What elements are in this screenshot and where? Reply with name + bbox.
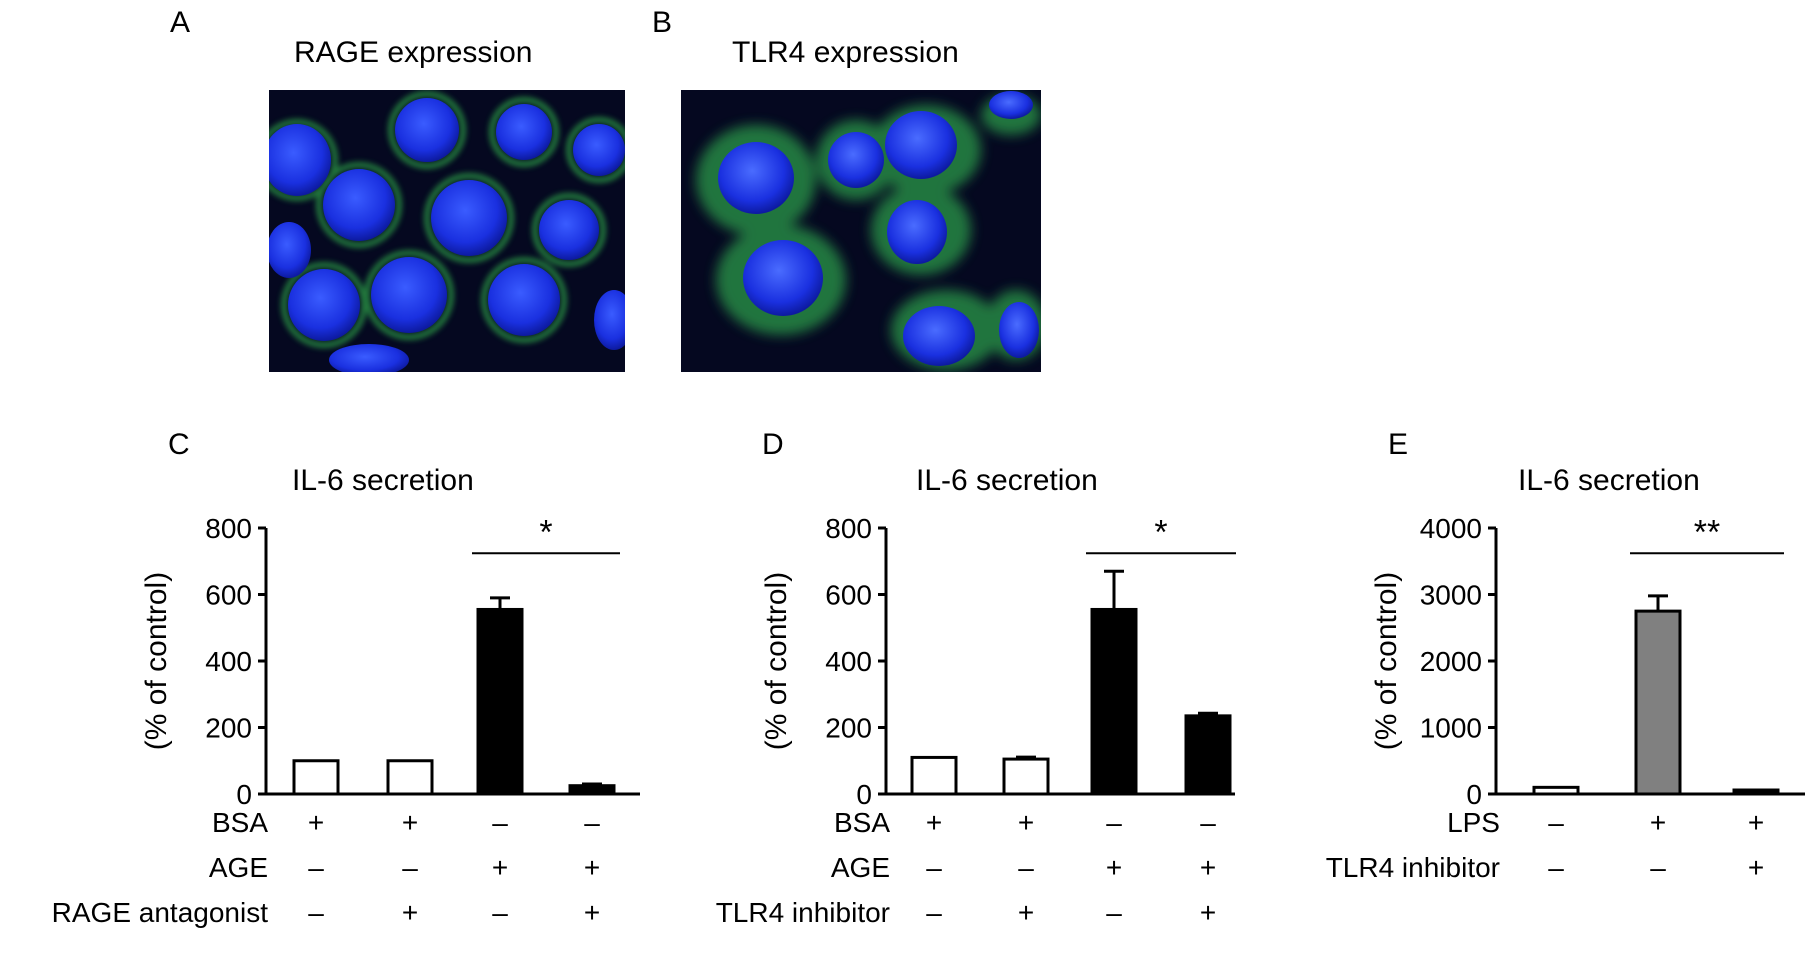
y-tick-label: 0 (1466, 779, 1482, 810)
y-tick-label: 800 (825, 513, 872, 544)
chart-e: E IL-6 secretion (% of control) 0 1000 2000 30… (1270, 420, 1810, 961)
y-tick-label: 600 (205, 580, 252, 611)
bar (1634, 609, 1682, 796)
condition-label: LPS (1447, 807, 1500, 838)
y-tick-label: 1000 (1420, 713, 1482, 744)
bar (910, 755, 958, 796)
condition-sign: + (308, 807, 324, 838)
condition-label: BSA (212, 807, 268, 838)
condition-sign: – (492, 897, 508, 928)
chart-title: IL-6 secretion (1518, 464, 1700, 497)
condition-sign: + (584, 852, 600, 883)
condition-label: BSA (834, 807, 890, 838)
condition-sign: – (308, 897, 324, 928)
condition-sign: – (1106, 897, 1122, 928)
chart-d-svg: D IL-6 secretion (% of control) 0 200 400 600 8… (716, 428, 1236, 928)
condition-sign: + (1200, 897, 1216, 928)
condition-label: RAGE antagonist (52, 897, 269, 928)
condition-sign: – (926, 897, 942, 928)
condition-sign: + (1650, 807, 1666, 838)
condition-sign: + (584, 897, 600, 928)
significance-marker: ** (1694, 513, 1720, 551)
y-axis-label: (% of control) (760, 572, 793, 750)
bar (1532, 785, 1580, 796)
condition-sign: + (402, 807, 418, 838)
y-tick-label: 400 (825, 646, 872, 677)
condition-label: TLR4 inhibitor (1326, 852, 1500, 883)
bar (386, 759, 434, 796)
y-tick-label: 200 (205, 713, 252, 744)
y-axis-label: (% of control) (1370, 572, 1403, 750)
condition-sign: + (1018, 807, 1034, 838)
chart-title: IL-6 secretion (916, 464, 1098, 497)
y-tick-label: 0 (856, 779, 872, 810)
chart-e-svg: E IL-6 secretion (% of control) 0 1000 2000 30… (1326, 428, 1805, 883)
condition-sign: – (1548, 807, 1564, 838)
y-tick-label: 400 (205, 646, 252, 677)
condition-label: AGE (209, 852, 268, 883)
bar (1002, 757, 1050, 796)
condition-sign: + (1018, 897, 1034, 928)
condition-sign: – (1106, 807, 1122, 838)
condition-sign: + (492, 852, 508, 883)
condition-sign: + (402, 897, 418, 928)
panel-a-title: RAGE expression (294, 36, 533, 69)
rage-micrograph (269, 90, 625, 372)
bar (292, 759, 340, 796)
significance-marker: * (1154, 513, 1167, 551)
y-tick-label: 2000 (1420, 646, 1482, 677)
y-tick-label: 800 (205, 513, 252, 544)
bar (1732, 788, 1780, 796)
condition-label: AGE (831, 852, 890, 883)
condition-sign: – (1200, 807, 1216, 838)
condition-sign: + (1106, 852, 1122, 883)
tlr4-micrograph (681, 90, 1041, 372)
bar (568, 784, 616, 796)
condition-sign: + (1748, 852, 1764, 883)
y-tick-label: 4000 (1420, 513, 1482, 544)
condition-sign: – (492, 807, 508, 838)
y-tick-label: 0 (236, 779, 252, 810)
bar (476, 607, 524, 796)
significance-marker: * (539, 513, 552, 551)
condition-sign: + (926, 807, 942, 838)
condition-label: TLR4 inhibitor (716, 897, 890, 928)
condition-sign: + (1200, 852, 1216, 883)
bar (1184, 714, 1232, 796)
panel-letter-b: B (652, 6, 673, 39)
condition-sign: – (308, 852, 324, 883)
panel-letter-a: A (170, 6, 191, 39)
panel-letter: C (168, 428, 190, 461)
chart-c-svg: C IL-6 secretion (% of control) 0 200 400 600 8… (52, 428, 640, 928)
panel-letter: E (1388, 428, 1408, 461)
bar (1090, 607, 1138, 796)
chart-d: D IL-6 secretion (% of control) 0 200 400 600 8… (640, 420, 1240, 961)
chart-title: IL-6 secretion (292, 464, 474, 497)
condition-sign: + (1748, 807, 1764, 838)
condition-sign: – (1650, 852, 1666, 883)
y-tick-label: 3000 (1420, 580, 1482, 611)
y-axis-label: (% of control) (140, 572, 173, 750)
y-tick-label: 600 (825, 580, 872, 611)
panel-b-title: TLR4 expression (732, 36, 959, 69)
condition-sign: – (584, 807, 600, 838)
condition-sign: – (402, 852, 418, 883)
panel-letter: D (762, 428, 784, 461)
condition-sign: – (1548, 852, 1564, 883)
condition-sign: – (1018, 852, 1034, 883)
chart-c: C IL-6 secretion (% of control) 0 200 400 600 8… (0, 420, 640, 961)
y-tick-label: 200 (825, 713, 872, 744)
condition-sign: – (926, 852, 942, 883)
